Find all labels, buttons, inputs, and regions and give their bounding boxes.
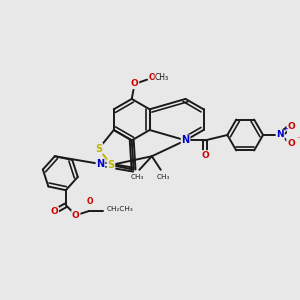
Text: CH₃: CH₃: [155, 74, 169, 82]
Text: N: N: [96, 159, 104, 169]
Text: O: O: [86, 197, 93, 206]
Text: S: S: [107, 160, 115, 170]
Text: +: +: [282, 126, 288, 132]
Text: O: O: [50, 207, 58, 216]
Text: O: O: [287, 122, 295, 130]
Text: O: O: [201, 151, 209, 160]
Text: ⁻: ⁻: [297, 136, 300, 142]
Text: CH₃: CH₃: [157, 174, 170, 180]
Text: N: N: [182, 135, 190, 146]
Text: O: O: [72, 211, 80, 220]
Text: O: O: [287, 140, 295, 148]
Text: O: O: [149, 74, 156, 82]
Text: S: S: [95, 144, 102, 154]
Text: N: N: [276, 130, 284, 140]
Text: O: O: [131, 80, 139, 88]
Text: CH₃: CH₃: [131, 174, 144, 180]
Text: CH₂CH₃: CH₂CH₃: [106, 206, 133, 212]
